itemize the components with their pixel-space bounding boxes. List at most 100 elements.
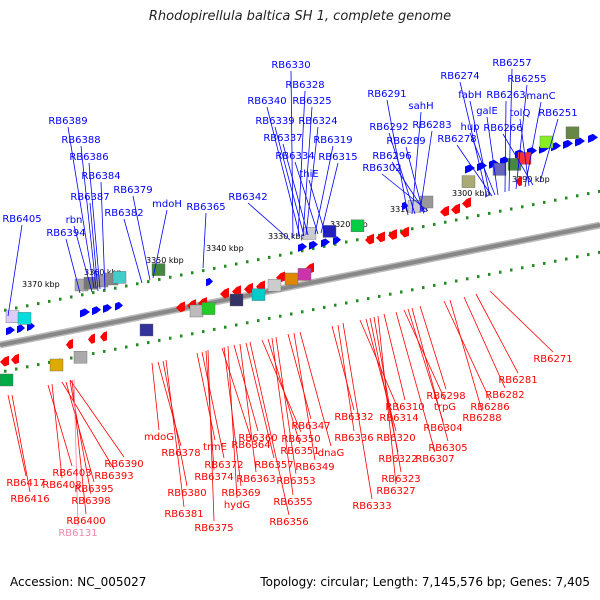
gene-label: RB6380 [167, 488, 206, 499]
cog-gene-block [322, 225, 337, 238]
leader-line [502, 133, 534, 186]
track-tick [433, 222, 436, 226]
track-tick [235, 262, 238, 266]
gene-label: RB6388 [61, 135, 100, 146]
track-tick [180, 334, 183, 338]
gene-label: trpG [434, 402, 456, 413]
track-tick [169, 275, 172, 279]
cog-gene-block [201, 302, 216, 315]
forward-gene-arrow [6, 326, 15, 336]
track-tick [411, 288, 414, 292]
leader-line [411, 307, 449, 442]
leader-line [65, 381, 95, 483]
track-tick [466, 277, 469, 281]
cog-gene-block [302, 227, 317, 240]
track-tick [290, 251, 293, 255]
track-tick [400, 290, 403, 294]
leader-line [302, 106, 313, 237]
leader-line [475, 293, 519, 374]
track-tick [125, 345, 128, 349]
gene-label: RB6328 [285, 80, 324, 91]
leader-line [271, 337, 294, 496]
leader-line [7, 394, 27, 477]
track-tick [312, 308, 315, 312]
leader-line [294, 161, 319, 235]
forward-gene-arrow [206, 277, 213, 287]
gene-label: RB6332 [334, 412, 373, 423]
track-tick [444, 281, 447, 285]
track-tick [433, 283, 436, 287]
reverse-gene-arrow [400, 226, 409, 238]
reverse-gene-arrow [376, 231, 385, 243]
leader-line [233, 344, 259, 432]
leader-line [337, 324, 355, 432]
gene-label: RB6403 [52, 468, 91, 479]
gene-label: RB6336 [334, 433, 373, 444]
track-tick [213, 327, 216, 331]
gene-label: RB6394 [46, 228, 85, 239]
track-tick [411, 227, 414, 231]
leader-line [80, 145, 97, 289]
track-tick [587, 192, 590, 196]
backbone-line [0, 223, 600, 347]
forward-gene-arrow [80, 308, 90, 318]
track-tick [356, 299, 359, 303]
cog-gene-block [461, 175, 476, 188]
reverse-gene-arrow [11, 353, 19, 365]
gene-label: RB6349 [295, 462, 334, 473]
leader-line [504, 100, 507, 193]
leader-line [469, 100, 491, 197]
leader-line [88, 162, 101, 290]
track-tick [389, 292, 392, 296]
gene-label: RB6400 [66, 516, 105, 527]
cog-gene-block [5, 310, 20, 323]
leader-line [463, 296, 506, 389]
gene-label: RB6278 [437, 134, 476, 145]
gene-label: RB6330 [271, 60, 310, 71]
gene-label: RB6390 [104, 459, 143, 470]
leader-line [297, 90, 306, 238]
gene-label: RB6324 [298, 116, 337, 127]
gene-label: RB6283 [412, 120, 451, 131]
forward-gene-arrow [92, 306, 101, 316]
gene-label: RB6374 [194, 472, 233, 483]
track-tick [114, 286, 117, 290]
track-tick [26, 365, 29, 369]
leader-line [459, 81, 488, 198]
reverse-gene-labels [7, 290, 554, 527]
gene-label: RB6288 [462, 413, 501, 424]
gene-label: RB6337 [263, 133, 302, 144]
track-tick [543, 261, 546, 265]
track-tick [312, 247, 315, 251]
reverse-gene-arrow [220, 287, 229, 299]
leader-line [508, 68, 513, 192]
track-tick [202, 330, 205, 334]
gene-label: RB6353 [276, 476, 315, 487]
gene-label: RB6389 [48, 116, 87, 127]
gene-label: galE [476, 106, 498, 117]
track-tick [565, 257, 568, 261]
track-tick [323, 305, 326, 309]
scale-label: 3290 kbp [512, 175, 550, 184]
forward-gene-arrow [563, 139, 573, 149]
gene-label: RB6291 [367, 89, 406, 100]
leader-line [287, 333, 312, 420]
reverse-gene-arrow [66, 338, 73, 350]
leader-line [165, 359, 185, 508]
track-tick [334, 242, 337, 246]
topology-summary: Topology: circular; Length: 7,145,576 bp… [260, 575, 590, 589]
leader-line [388, 132, 416, 215]
track-tick [356, 238, 359, 242]
track-tick [103, 288, 106, 292]
track-tick [92, 352, 95, 356]
forward-gene-arrow [298, 243, 307, 252]
leader-line [249, 341, 290, 516]
map-title: Rhodopirellula baltica SH 1, complete ge… [148, 9, 452, 24]
track-tick [136, 343, 139, 347]
forward-gene-arrow [575, 137, 585, 147]
gene-label: RB6355 [273, 497, 312, 508]
gene-label: RB6363 [236, 474, 275, 485]
leader-line [69, 380, 92, 495]
cog-gene-block [350, 219, 365, 233]
forward-gene-arrow [321, 238, 330, 248]
